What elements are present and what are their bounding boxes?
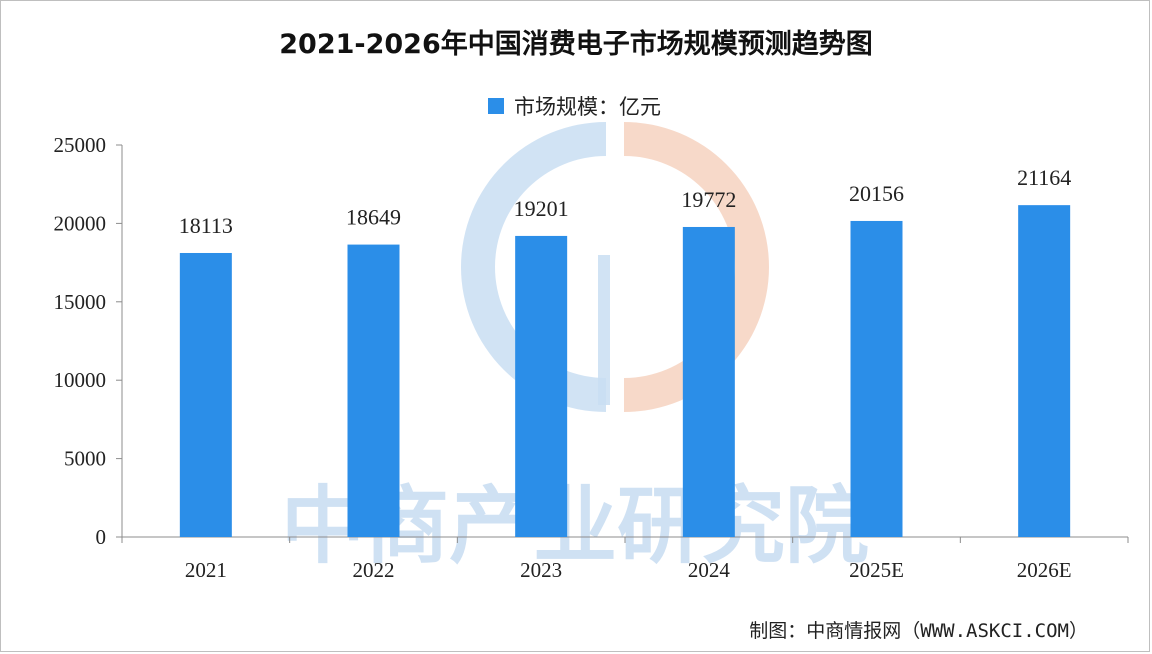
- data-label-2026E: 21164: [1017, 165, 1071, 190]
- data-label-2025E: 20156: [849, 181, 904, 206]
- source-credit: 制图：中商情报网（WWW.ASKCI.COM）: [749, 620, 1088, 642]
- bar-2024: [682, 226, 735, 537]
- x-tick-label-2023: 2023: [520, 558, 562, 582]
- y-tick-label: 15000: [54, 290, 107, 314]
- data-label-2023: 19201: [514, 196, 569, 221]
- bar-2025E: [850, 220, 903, 537]
- y-tick-label: 10000: [54, 368, 107, 392]
- legend: 市场规模：亿元: [488, 92, 661, 120]
- bar-2026E: [1018, 205, 1071, 537]
- data-label-2024: 19772: [681, 187, 736, 212]
- y-tick-label: 20000: [54, 211, 107, 235]
- bar-2023: [515, 235, 568, 537]
- y-tick-label: 25000: [54, 133, 107, 157]
- x-tick-label-2024: 2024: [688, 558, 731, 582]
- data-label-2021: 18113: [179, 213, 233, 238]
- chart-title: 2021-2026年中国消费电子市场规模预测趋势图: [279, 29, 873, 60]
- legend-swatch: [488, 98, 504, 114]
- x-tick-label-2022: 2022: [353, 558, 395, 582]
- bar-2022: [347, 244, 400, 537]
- bar-2021: [179, 252, 232, 537]
- x-tick-label-2021: 2021: [185, 558, 227, 582]
- x-tick-label-2025E: 2025E: [849, 558, 904, 582]
- x-tick-label-2026E: 2026E: [1017, 558, 1072, 582]
- y-tick-label: 5000: [64, 447, 106, 471]
- data-label-2022: 18649: [346, 205, 401, 230]
- y-tick-label: 0: [96, 525, 107, 549]
- legend-label: 市场规模：亿元: [514, 95, 661, 119]
